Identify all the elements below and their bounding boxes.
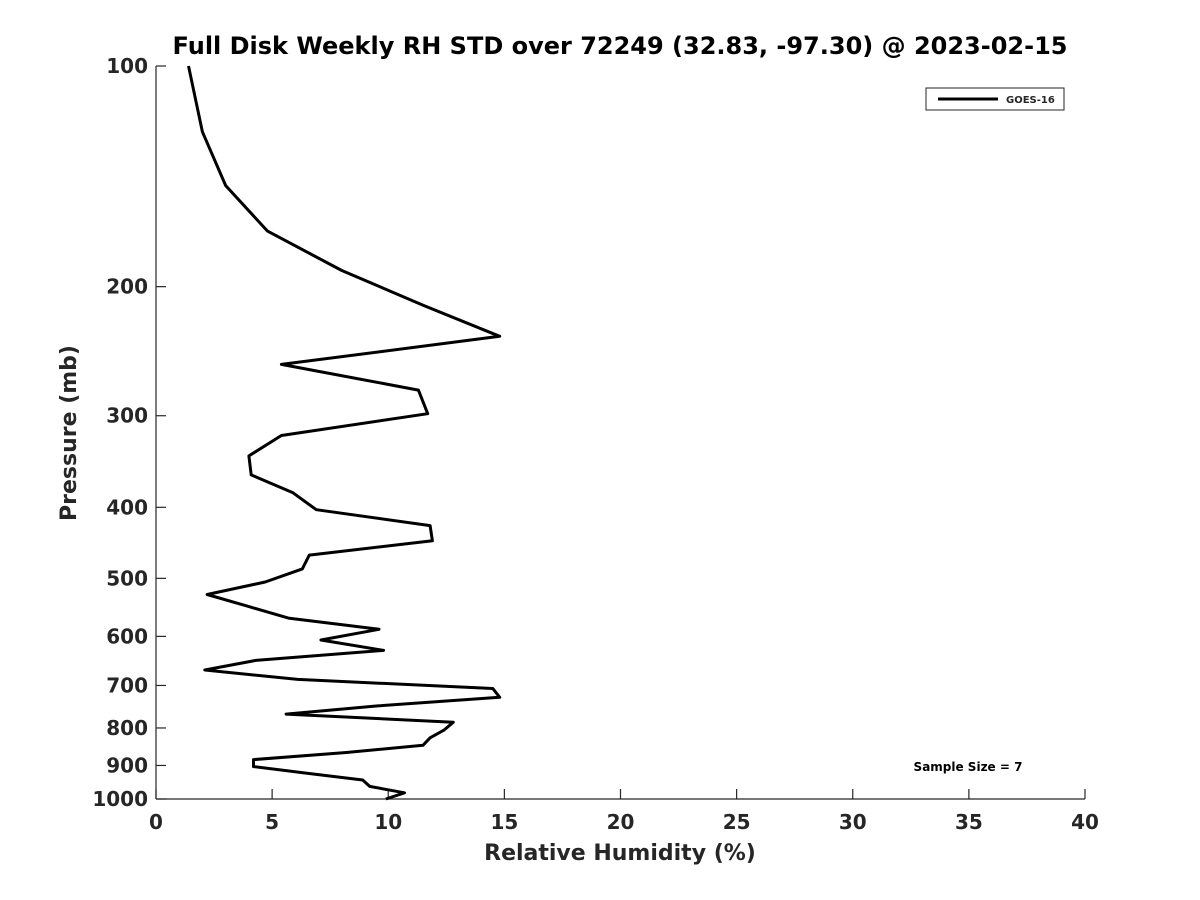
x-tick-label: 40 — [1071, 810, 1099, 834]
x-axis-label: Relative Humidity (%) — [484, 841, 756, 866]
y-tick-label: 600 — [106, 624, 148, 648]
y-tick-label: 800 — [106, 716, 148, 740]
chart-title: Full Disk Weekly RH STD over 72249 (32.8… — [173, 32, 1068, 60]
x-tick-label: 20 — [607, 810, 635, 834]
legend-label-goes-16: GOES-16 — [1006, 95, 1055, 106]
y-tick-label: 100 — [106, 54, 148, 78]
y-tick-label: 200 — [106, 275, 148, 299]
y-axis-ticks: 100 200 300 400 500 600 700 800 900 1000 — [92, 54, 166, 811]
y-tick-label: 1000 — [92, 787, 148, 811]
y-tick-label: 300 — [106, 404, 148, 428]
y-tick-label: 900 — [106, 753, 148, 777]
y-axis-label: Pressure (mb) — [57, 345, 82, 521]
x-tick-label: 25 — [723, 810, 751, 834]
series-line-goes-16 — [187, 65, 502, 801]
legend: GOES-16 — [925, 87, 1065, 111]
x-tick-label: 15 — [490, 810, 518, 834]
y-tick-label: 500 — [106, 566, 148, 590]
x-axis-ticks: 0 5 10 15 20 25 30 35 40 — [149, 789, 1099, 834]
x-tick-label: 5 — [265, 810, 279, 834]
x-tick-label: 10 — [374, 810, 402, 834]
series-layer — [187, 65, 502, 801]
sample-size-annotation: Sample Size = 7 — [914, 760, 1023, 774]
y-tick-label: 400 — [106, 495, 148, 519]
x-tick-label: 0 — [149, 810, 163, 834]
x-tick-label: 30 — [839, 810, 867, 834]
x-tick-label: 35 — [955, 810, 983, 834]
y-tick-label: 700 — [106, 673, 148, 697]
